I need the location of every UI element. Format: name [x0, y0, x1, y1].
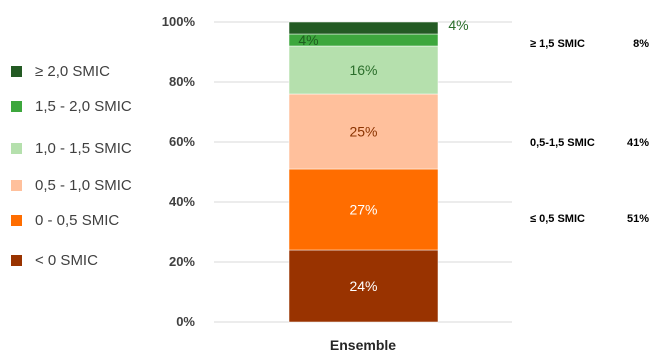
legend-swatch [11, 255, 22, 266]
bar-segment [288, 93, 439, 170]
segment-value-label: 27% [349, 202, 377, 218]
side-annotation-value: 8% [633, 38, 649, 50]
legend-label: 1,5 - 2,0 SMIC [35, 98, 132, 115]
legend-swatch [11, 66, 22, 77]
side-annotation-label: ≤ 0,5 SMIC [530, 213, 585, 225]
y-tick-label: 100% [162, 14, 196, 29]
segment-value-label: 24% [349, 278, 377, 294]
legend-swatch [11, 215, 22, 226]
side-annotation-label: 0,5-1,5 SMIC [530, 137, 595, 149]
y-tick-label: 40% [169, 194, 195, 209]
side-annotation-label: ≥ 1,5 SMIC [530, 38, 585, 50]
legend-label: < 0 SMIC [35, 252, 98, 269]
y-axis-ticks: 0% 20% 40% 60% 80% 100% [162, 14, 196, 329]
segment-value-label: 16% [349, 62, 377, 78]
legend-label: ≥ 2,0 SMIC [35, 63, 110, 80]
bar-segment [288, 21, 439, 35]
side-annotation-value: 51% [627, 213, 649, 225]
side-annotation-value: 41% [627, 137, 649, 149]
y-tick-label: 60% [169, 134, 195, 149]
x-category-label: Ensemble [330, 337, 396, 353]
segment-labels: 24% 27% 25% 16% 4% 4% [298, 17, 468, 294]
y-tick-label: 0% [176, 314, 195, 329]
bar-segment [288, 249, 439, 323]
legend-label: 1,0 - 1,5 SMIC [35, 140, 132, 157]
side-annotations: ≥ 1,5 SMIC 8% 0,5-1,5 SMIC 41% ≤ 0,5 SMIC 51% [530, 38, 649, 225]
bar-segment [288, 168, 439, 251]
legend-swatch [11, 143, 22, 154]
segment-value-label: 4% [298, 32, 318, 48]
segment-value-label: 25% [349, 124, 377, 140]
legend-swatch [11, 101, 22, 112]
legend: ≥ 2,0 SMIC 1,5 - 2,0 SMIC 1,0 - 1,5 SMIC 0,… [11, 63, 132, 269]
legend-swatch [11, 180, 22, 191]
segment-value-label: 4% [448, 17, 468, 33]
y-tick-label: 80% [169, 74, 195, 89]
bar-segments [288, 21, 439, 323]
y-tick-label: 20% [169, 254, 195, 269]
legend-label: 0,5 - 1,0 SMIC [35, 177, 132, 194]
legend-label: 0 - 0,5 SMIC [35, 212, 119, 229]
